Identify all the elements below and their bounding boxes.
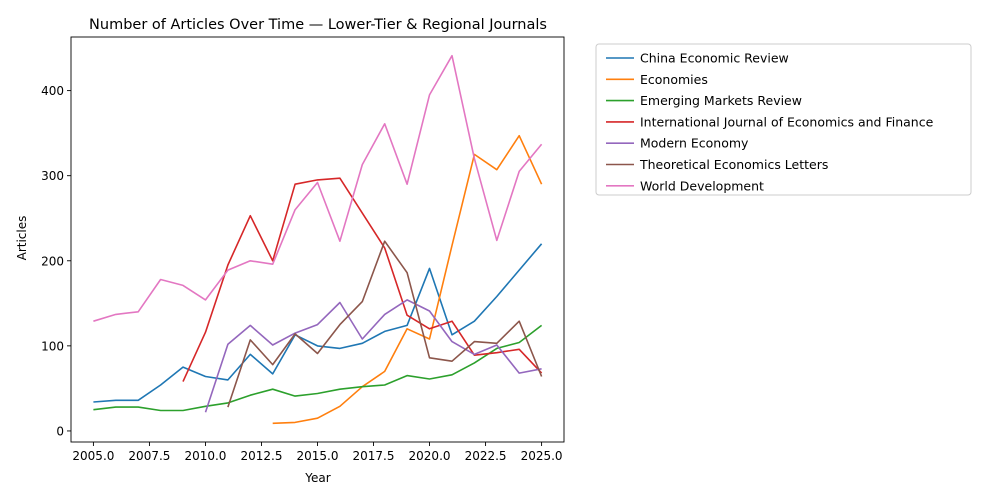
y-axis-label: Articles	[15, 216, 29, 261]
series-line-economies	[272, 134, 543, 425]
y-tick-label: 200	[41, 254, 64, 268]
x-tick-label: 2020.0	[409, 449, 451, 463]
series-line-world-development	[93, 54, 543, 322]
x-tick-label: 2007.5	[128, 449, 170, 463]
x-axis-ticks: 2005.0 2007.5 2010.0 2012.5 2015.0 2017.5 2020…	[72, 442, 563, 463]
series-layer	[93, 54, 543, 425]
legend-entry: International Journal of Economics and F…	[640, 114, 934, 129]
legend-entry: Theoretical Economics Letters	[639, 157, 828, 172]
series-line-modern-economy	[204, 299, 542, 413]
y-tick-label: 0	[56, 424, 64, 438]
legend-entry: China Economic Review	[640, 51, 789, 66]
x-tick-label: 2010.0	[184, 449, 226, 463]
x-tick-label: 2005.0	[72, 449, 114, 463]
legend-entry: World Development	[640, 178, 764, 193]
y-tick-label: 400	[41, 84, 64, 98]
y-tick-label: 300	[41, 169, 64, 183]
x-tick-label: 2012.5	[240, 449, 282, 463]
legend-entry: Emerging Markets Review	[640, 93, 802, 108]
series-line-china-economic-review	[93, 243, 543, 403]
series-line-emerging-markets-review	[93, 324, 543, 412]
legend: China Economic Review Economies Emerging M…	[595, 43, 972, 196]
legend-box	[595, 43, 972, 196]
y-tick-label: 100	[41, 339, 64, 353]
y-axis-ticks: 0 100 200 300 400	[41, 84, 71, 438]
x-tick-label: 2015.0	[297, 449, 339, 463]
series-line-theoretical-economics-letters	[227, 240, 543, 408]
legend-entry: Modern Economy	[640, 136, 749, 151]
x-tick-label: 2025.0	[521, 449, 563, 463]
chart-title: Number of Articles Over Time — Lower-Tie…	[89, 17, 547, 33]
plot-area: 2005.0 2007.5 2010.0 2012.5 2015.0 2017.5 2020…	[41, 36, 565, 463]
x-tick-label: 2022.5	[465, 449, 507, 463]
x-axis-label: Year	[304, 471, 330, 485]
legend-entry: Economies	[640, 72, 708, 87]
series-line-international-journal-of-economics-and-finance	[182, 177, 543, 382]
x-tick-label: 2017.5	[353, 449, 395, 463]
